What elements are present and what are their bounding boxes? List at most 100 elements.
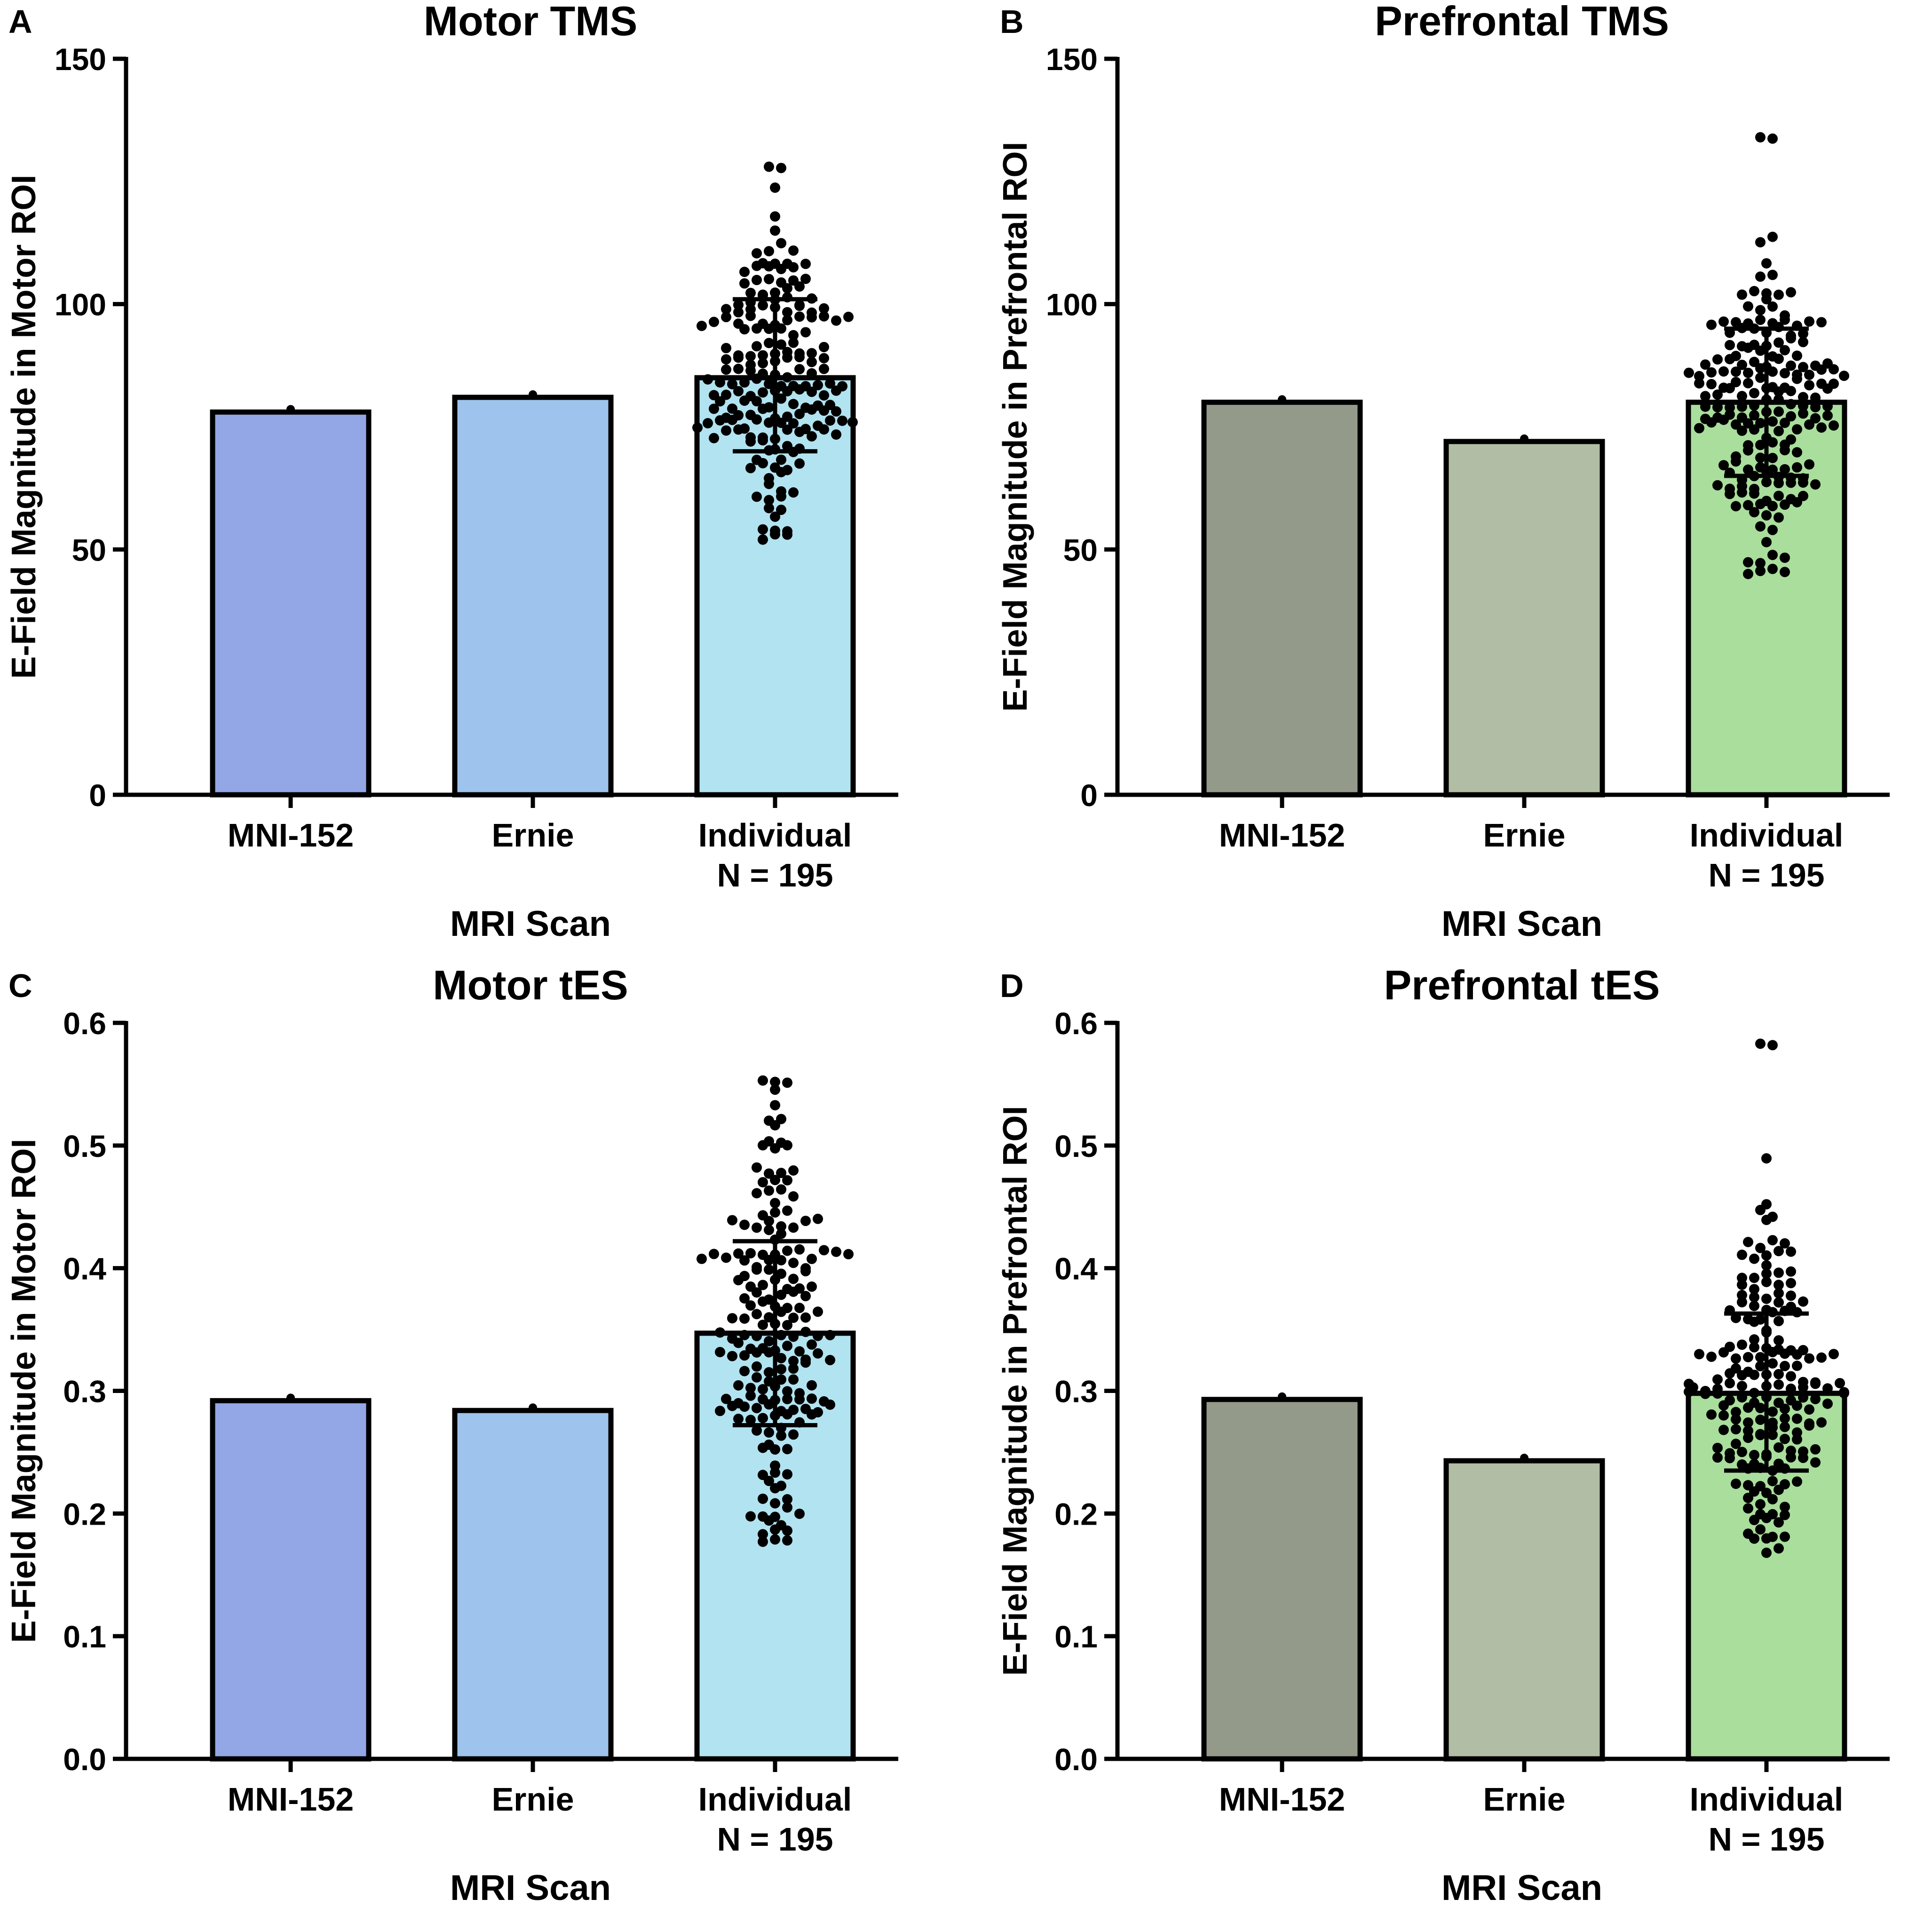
individual-point — [1743, 301, 1753, 312]
individual-point — [1810, 1378, 1821, 1389]
individual-point — [1774, 1369, 1784, 1379]
individual-point — [819, 353, 829, 364]
individual-point — [1774, 1280, 1784, 1290]
individual-point — [1743, 569, 1753, 579]
individual-point — [1694, 378, 1704, 389]
individual-point — [758, 404, 768, 414]
individual-point — [1749, 1342, 1759, 1353]
individual-point — [770, 1483, 780, 1494]
individual-point — [758, 387, 768, 398]
individual-point — [782, 352, 792, 363]
individual-point — [1767, 452, 1778, 463]
individual-point — [733, 1380, 744, 1391]
individual-point — [770, 511, 780, 522]
individual-point — [739, 1366, 750, 1377]
individual-point — [764, 324, 774, 334]
individual-point — [1712, 480, 1723, 491]
individual-point — [764, 261, 774, 272]
individual-point — [1780, 1238, 1790, 1249]
individual-point — [752, 1264, 762, 1275]
individual-point — [819, 311, 829, 322]
individual-point — [1761, 537, 1772, 547]
individual-point — [727, 1313, 737, 1324]
individual-point — [782, 1535, 792, 1546]
individual-point — [794, 458, 805, 469]
individual-point — [1792, 462, 1802, 473]
individual-point — [752, 341, 762, 352]
individual-point — [776, 339, 786, 350]
individual-point — [770, 529, 780, 540]
individual-point — [752, 261, 762, 271]
y-tick-label: 0.6 — [63, 1006, 106, 1041]
individual-point — [1749, 1486, 1759, 1497]
individual-point — [1810, 402, 1821, 412]
individual-point — [1731, 501, 1741, 512]
individual-point — [1755, 1361, 1766, 1371]
individual-point — [1767, 1406, 1778, 1417]
individual-point — [752, 275, 762, 285]
individual-point — [788, 1191, 799, 1202]
individual-point — [782, 424, 792, 435]
individual-point — [1780, 567, 1790, 578]
individual-point — [837, 415, 847, 426]
individual-point — [1786, 1278, 1796, 1289]
individual-point — [1761, 1260, 1772, 1271]
individual-point — [1694, 1349, 1704, 1360]
individual-point — [721, 354, 731, 365]
individual-point — [752, 1403, 762, 1414]
individual-point — [1749, 1292, 1759, 1303]
individual-point — [782, 1502, 792, 1513]
individual-point — [1725, 1378, 1735, 1389]
individual-point — [1731, 1424, 1741, 1435]
individual-point — [1725, 383, 1735, 394]
x-tick-label: Ernie — [491, 1781, 574, 1818]
individual-point — [752, 1347, 762, 1358]
individual-point — [1780, 1502, 1790, 1512]
individual-point — [1718, 414, 1729, 425]
y-tick-label: 0 — [1080, 778, 1098, 813]
individual-point — [1706, 367, 1717, 378]
individual-point — [1749, 1369, 1759, 1380]
individual-point — [739, 395, 750, 406]
individual-point — [727, 414, 737, 425]
individual-point — [1706, 1409, 1717, 1420]
bar-mni-152 — [1201, 399, 1363, 798]
individual-point — [1761, 1293, 1772, 1304]
individual-point — [764, 1264, 774, 1275]
individual-point — [1749, 488, 1759, 499]
panel-letter: B — [1000, 3, 1024, 40]
individual-point — [800, 1266, 811, 1277]
individual-point — [794, 409, 805, 419]
individual-point — [733, 1414, 744, 1424]
individual-point — [788, 330, 799, 340]
individual-point — [721, 1252, 731, 1263]
individual-point — [1774, 1517, 1784, 1528]
data-point — [1278, 395, 1286, 404]
individual-point — [1761, 1512, 1772, 1523]
individual-point — [1749, 286, 1759, 297]
individual-point — [764, 1336, 774, 1346]
individual-point — [721, 304, 731, 315]
x-tick-label: MNI-152 — [228, 817, 354, 854]
individual-point — [1731, 1439, 1741, 1449]
individual-point — [1798, 392, 1808, 403]
individual-point — [739, 278, 750, 289]
individual-point — [745, 1248, 756, 1258]
individual-point — [788, 1356, 799, 1366]
individual-point — [764, 1168, 774, 1179]
individual-point — [692, 422, 703, 433]
individual-point — [807, 404, 817, 415]
individual-point — [739, 1255, 750, 1266]
individual-point — [1755, 305, 1766, 316]
y-tick-label: 0.4 — [1054, 1251, 1098, 1286]
individual-point — [770, 1100, 780, 1111]
y-tick-label: 150 — [1046, 42, 1098, 77]
individual-point — [1792, 1476, 1802, 1487]
individual-point — [788, 337, 799, 348]
x-tick-sublabel: N = 195 — [1708, 1821, 1824, 1858]
individual-point — [1761, 1268, 1772, 1279]
individual-point — [782, 1205, 792, 1216]
individual-point — [1743, 557, 1753, 568]
individual-point — [770, 1120, 780, 1131]
x-tick-label: Ernie — [1483, 1781, 1565, 1818]
